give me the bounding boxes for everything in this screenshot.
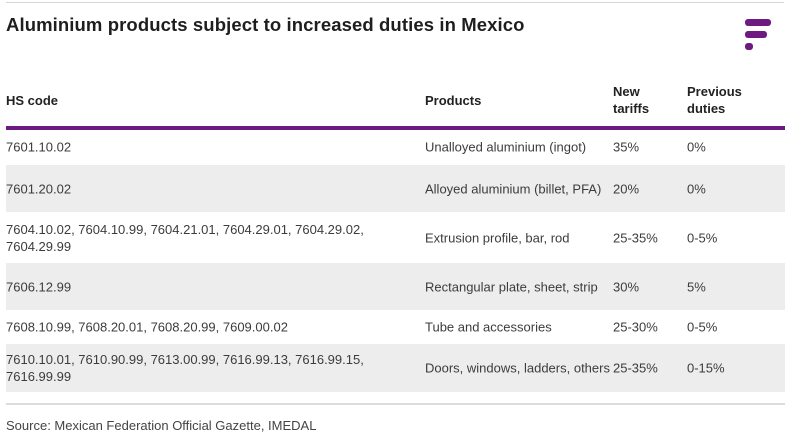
column-header-previous-duties: Previous duties [687,84,742,116]
cell-previous-duties: 0-15% [687,360,725,376]
page-title: Aluminium products subject to increased … [6,14,525,35]
cell-new-tariffs: 20% [613,181,640,196]
cell-hs-code: 7601.20.02 [6,181,72,196]
cell-hs-code: 7606.12.99 [6,279,72,294]
footer-divider [6,403,785,405]
cell-products: Doors, windows, ladders, others [425,360,610,376]
cell-new-tariffs: 35% [613,139,640,155]
cell-products: Rectangular plate, sheet, strip [425,279,598,294]
table-row: 7601.10.02 Unalloyed aluminium (ingot) 3… [6,130,785,165]
table-row: 7604.10.02, 7604.10.99, 7604.21.01, 7604… [6,213,785,263]
cell-new-tariffs: 25-30% [613,319,658,335]
cell-products: Extrusion profile, bar, rod [425,230,570,245]
cell-previous-duties: 0-5% [687,319,718,335]
cell-hs-code: 7608.10.99, 7608.20.01, 7608.20.99, 7609… [6,319,288,335]
cell-new-tariffs: 25-35% [613,360,658,376]
logo-bar-middle [745,31,767,38]
table-row: 7606.12.99 Rectangular plate, sheet, str… [6,263,785,311]
header-divider [6,126,785,130]
cell-products: Unalloyed aluminium (ingot) [425,139,587,155]
column-header-products: Products [425,93,482,108]
cell-previous-duties: 0-5% [687,230,718,245]
column-header-hs-code: HS code [6,93,59,108]
cell-hs-code: 7601.10.02 [6,139,72,155]
table-row: 7601.20.02 Alloyed aluminium (billet, PF… [6,165,785,213]
cell-products: Tube and accessories [425,319,552,335]
cell-hs-code: 7610.10.01, 7610.90.99, 7613.00.99, 7616… [6,352,364,384]
column-header-new-tariffs: New tariffs [613,84,650,116]
source-note: Source: Mexican Federation Official Gaze… [6,418,317,433]
cell-new-tariffs: 30% [613,279,640,294]
cell-previous-duties: 0% [687,139,706,155]
duties-table: HS code Products New tariffs Previous du… [6,78,785,393]
table-header: HS code Products New tariffs Previous du… [6,78,785,126]
table-row: 7608.10.99, 7608.20.01, 7608.20.99, 7609… [6,311,785,344]
cell-new-tariffs: 25-35% [613,230,658,245]
table-row: 7610.10.01, 7610.90.99, 7613.00.99, 7616… [6,344,785,393]
cell-previous-duties: 5% [687,279,706,294]
top-divider [6,2,784,3]
brand-logo-icon [745,19,771,51]
cell-hs-code: 7604.10.02, 7604.10.99, 7604.21.01, 7604… [6,221,364,254]
cell-previous-duties: 0% [687,181,706,196]
logo-bar-top [745,19,771,26]
logo-bar-bottom [745,43,753,50]
cell-products: Alloyed aluminium (billet, PFA) [425,181,602,196]
